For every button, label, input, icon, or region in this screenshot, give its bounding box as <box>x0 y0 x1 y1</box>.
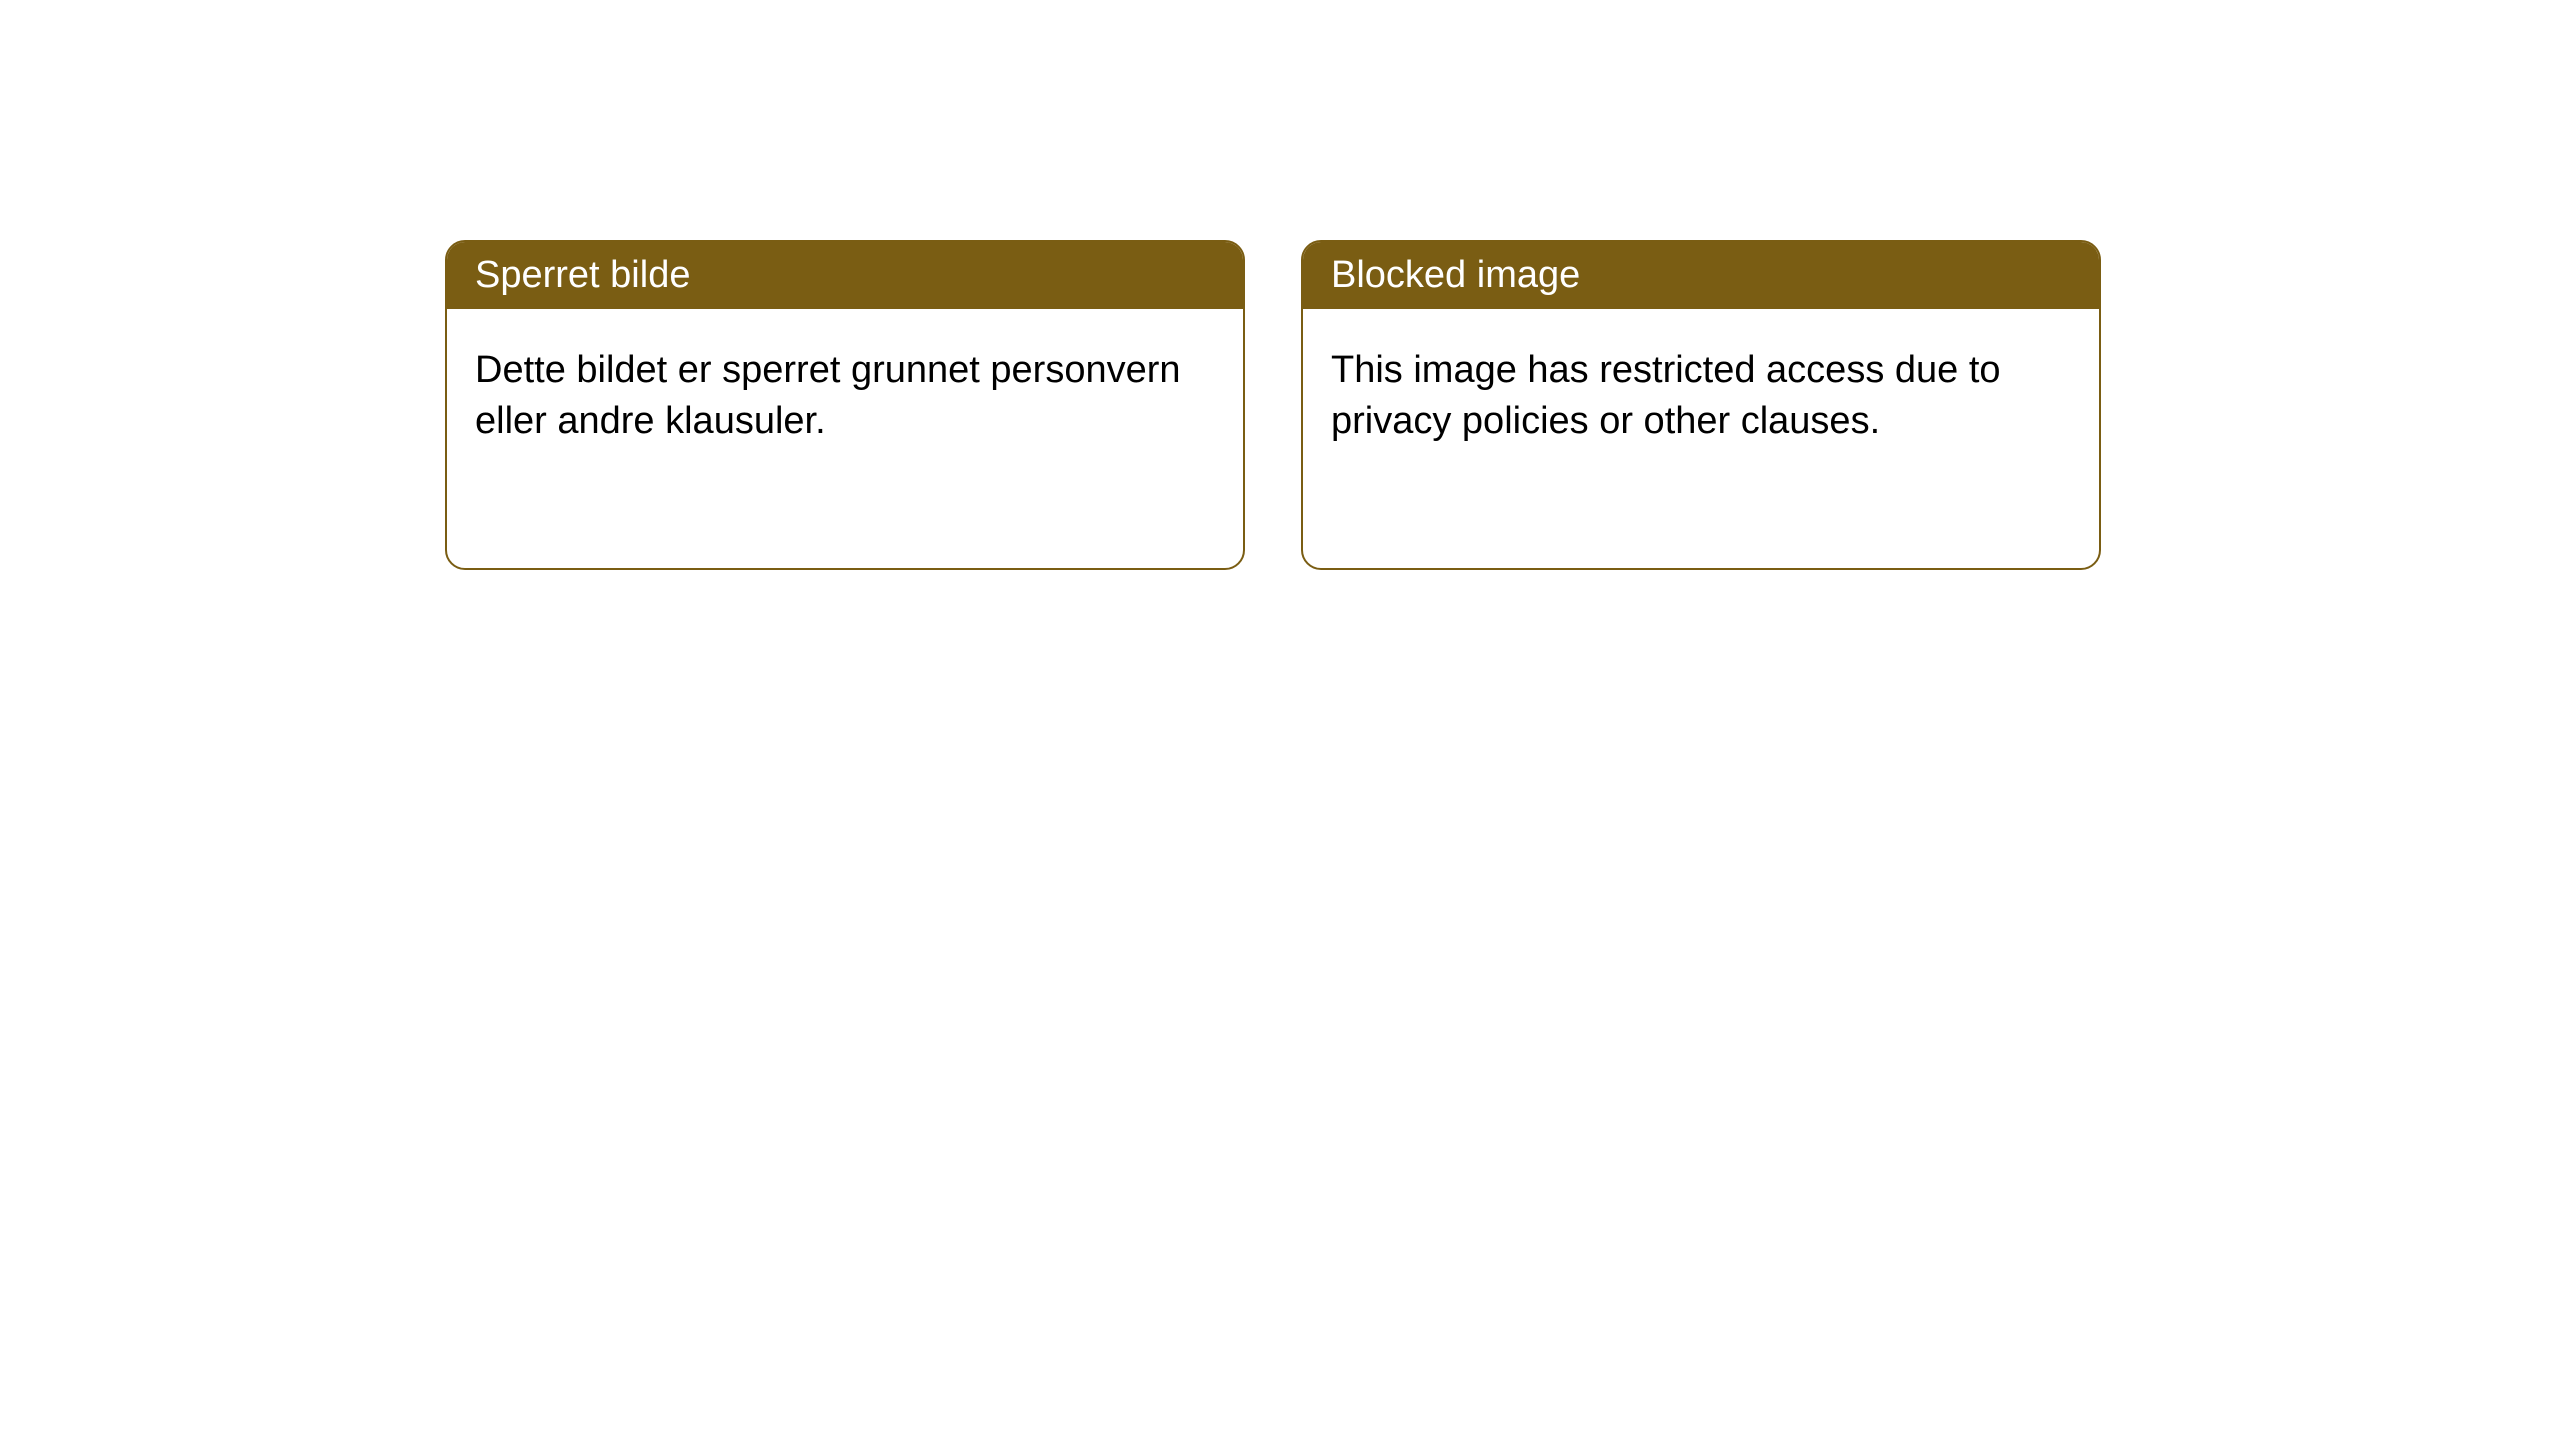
card-title: Sperret bilde <box>475 254 690 296</box>
card-body-text: Dette bildet er sperret grunnet personve… <box>475 349 1181 442</box>
card-body-text: This image has restricted access due to … <box>1331 349 2001 442</box>
notice-card-norwegian: Sperret bilde Dette bildet er sperret gr… <box>445 240 1245 570</box>
card-header: Sperret bilde <box>447 242 1243 309</box>
card-title: Blocked image <box>1331 254 1580 296</box>
notice-cards-container: Sperret bilde Dette bildet er sperret gr… <box>445 240 2101 570</box>
card-body: Dette bildet er sperret grunnet personve… <box>447 309 1243 484</box>
card-header: Blocked image <box>1303 242 2099 309</box>
notice-card-english: Blocked image This image has restricted … <box>1301 240 2101 570</box>
card-body: This image has restricted access due to … <box>1303 309 2099 484</box>
